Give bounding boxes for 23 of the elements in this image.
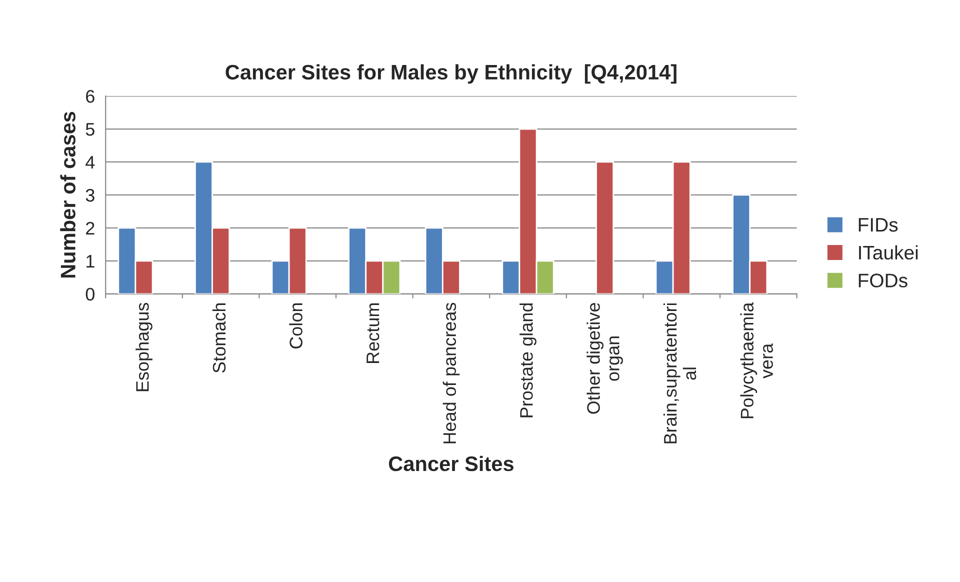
y-tick-label: 0 (86, 288, 94, 301)
x-tick-label: Esophagus (136, 302, 152, 392)
x-tick-label: Stomach (212, 303, 226, 373)
legend-label: ITaukei (859, 245, 918, 260)
legend-label: FODs (858, 274, 908, 288)
y-tick-label: 2 (86, 222, 94, 234)
y-tick-label: 6 (86, 90, 94, 103)
legend-label: FIDs (858, 218, 898, 232)
x-tick-label: Brain,supratentori al (663, 303, 696, 444)
chart-title: Cancer Sites for Males by Ethnicity [Q4,2014] (226, 64, 676, 84)
y-tick-label: 4 (86, 156, 95, 169)
y-axis-title: Number of cases (60, 112, 76, 278)
x-tick-label: Rectum (366, 303, 380, 363)
x-tick-label: Head of pancreas (442, 302, 460, 444)
y-tick-label: 3 (86, 188, 94, 202)
x-tick-label: Prostate gland (520, 303, 536, 418)
y-tick-label: 5 (86, 123, 94, 136)
x-tick-label: Colon (289, 303, 302, 348)
x-tick-label: Polycythaemia vera (740, 302, 773, 418)
x-tick-label: Other digetive organ (586, 303, 623, 414)
bar (596, 161, 614, 294)
y-tick-label: 1 (86, 255, 94, 268)
x-axis-title: Cancer Sites (388, 456, 514, 472)
